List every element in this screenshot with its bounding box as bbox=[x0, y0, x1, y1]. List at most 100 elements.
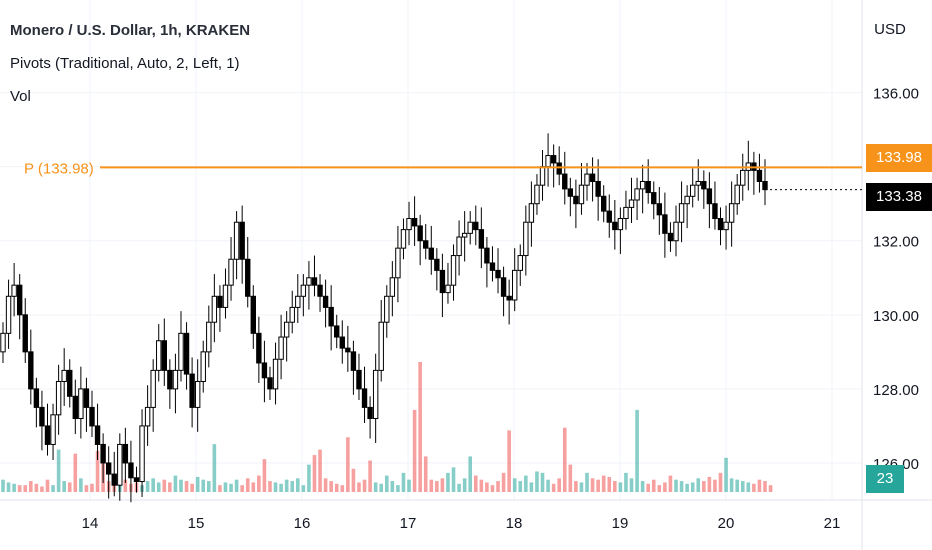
candle-body bbox=[183, 332, 190, 375]
volume-bar bbox=[702, 481, 706, 492]
volume-bar bbox=[245, 478, 250, 492]
candle-body bbox=[122, 443, 129, 464]
candle-body bbox=[105, 462, 112, 475]
volume-bar bbox=[435, 481, 439, 492]
volume-bar bbox=[17, 485, 22, 492]
candle-body bbox=[673, 221, 679, 242]
volume-bar bbox=[713, 479, 717, 492]
candle-body bbox=[406, 218, 412, 231]
volume-bar bbox=[490, 485, 495, 492]
candle-body bbox=[667, 232, 674, 242]
candle-body bbox=[484, 247, 490, 264]
volume-bar bbox=[357, 482, 361, 492]
volume-bar bbox=[685, 483, 689, 492]
volume-bar bbox=[696, 478, 701, 492]
volume-bar bbox=[740, 481, 745, 492]
candle-body bbox=[339, 336, 345, 349]
candle-body bbox=[445, 284, 451, 294]
volume-bar bbox=[34, 483, 39, 492]
candle-body bbox=[295, 295, 301, 308]
time-axis-label: 21 bbox=[824, 515, 841, 532]
candle-body bbox=[22, 314, 28, 353]
volume-bar bbox=[529, 482, 534, 492]
candle-body bbox=[678, 203, 685, 223]
candle-body bbox=[706, 188, 713, 205]
volume-bar bbox=[279, 483, 283, 492]
volume-bar bbox=[340, 485, 345, 492]
candle-body bbox=[601, 195, 607, 212]
volume-bar bbox=[56, 449, 61, 492]
volume-bar bbox=[168, 482, 172, 492]
candle-body bbox=[278, 336, 284, 360]
volume-bar bbox=[156, 482, 161, 492]
candle-body bbox=[628, 199, 635, 208]
volume-bar bbox=[90, 483, 94, 492]
volume-bar bbox=[273, 482, 278, 492]
volume-bar bbox=[401, 472, 406, 492]
pivots-indicator-label[interactable]: Pivots (Traditional, Auto, 2, Left, 1) bbox=[10, 55, 240, 72]
candle-body bbox=[695, 180, 701, 186]
volume-bar bbox=[318, 449, 322, 492]
volume-bar bbox=[646, 483, 650, 492]
volume-bar bbox=[690, 482, 695, 492]
volume-bar bbox=[145, 481, 150, 492]
candle-body bbox=[83, 388, 90, 408]
volume-bar bbox=[429, 479, 434, 492]
price-axis-label: 130.00 bbox=[873, 308, 919, 325]
price-axis-label: 132.00 bbox=[873, 234, 919, 251]
volume-bar bbox=[707, 476, 712, 492]
candle-body bbox=[11, 284, 17, 297]
candle-body bbox=[72, 395, 79, 420]
candle-body bbox=[261, 362, 268, 379]
volume-bar bbox=[640, 481, 645, 492]
candle-body bbox=[395, 247, 401, 279]
volume-bar bbox=[40, 486, 44, 492]
volume-bar bbox=[718, 472, 723, 492]
time-axis-label: 17 bbox=[400, 515, 417, 532]
candle-body bbox=[194, 380, 201, 408]
volume-bar bbox=[418, 362, 422, 492]
candle-body bbox=[100, 443, 106, 464]
volume-bar bbox=[206, 481, 211, 492]
candle-body bbox=[567, 188, 574, 197]
volume-bar bbox=[607, 476, 612, 492]
volume-bar bbox=[329, 481, 333, 492]
candle-body bbox=[55, 380, 62, 416]
candle-body bbox=[178, 332, 184, 371]
candle-body bbox=[311, 277, 318, 286]
volume-bar bbox=[440, 478, 445, 492]
candle-body bbox=[656, 203, 663, 216]
candle-body bbox=[717, 218, 724, 231]
pivot-label: P (133.98) bbox=[24, 160, 94, 177]
candle-body bbox=[133, 477, 140, 482]
volume-bar bbox=[757, 479, 762, 492]
candle-body bbox=[578, 184, 585, 205]
volume-bar bbox=[535, 471, 539, 492]
candle-body bbox=[156, 340, 162, 371]
candle-body bbox=[256, 332, 262, 364]
volume-bar bbox=[307, 464, 311, 492]
candle-body bbox=[523, 221, 529, 257]
volume-bar bbox=[251, 482, 256, 492]
volume-bar bbox=[485, 482, 489, 492]
volume-bar bbox=[284, 479, 289, 492]
candle-body bbox=[267, 377, 273, 390]
volume-bar bbox=[729, 478, 734, 492]
time-axis-label: 14 bbox=[82, 515, 99, 532]
candle-body bbox=[117, 443, 123, 486]
candle-body bbox=[283, 321, 290, 338]
volume-bar bbox=[635, 409, 639, 492]
volume-bar bbox=[45, 479, 50, 492]
candle-body bbox=[350, 351, 357, 371]
candle-body bbox=[378, 321, 384, 371]
volume-bar bbox=[768, 485, 773, 492]
volume-bar bbox=[173, 475, 178, 492]
candle-body bbox=[478, 229, 485, 249]
candle-body bbox=[150, 369, 156, 408]
volume-bar bbox=[546, 479, 550, 492]
volume-bar bbox=[51, 485, 55, 492]
candle-body bbox=[161, 340, 167, 371]
volume-bar bbox=[479, 479, 484, 492]
volume-indicator-label[interactable]: Vol bbox=[10, 88, 31, 105]
